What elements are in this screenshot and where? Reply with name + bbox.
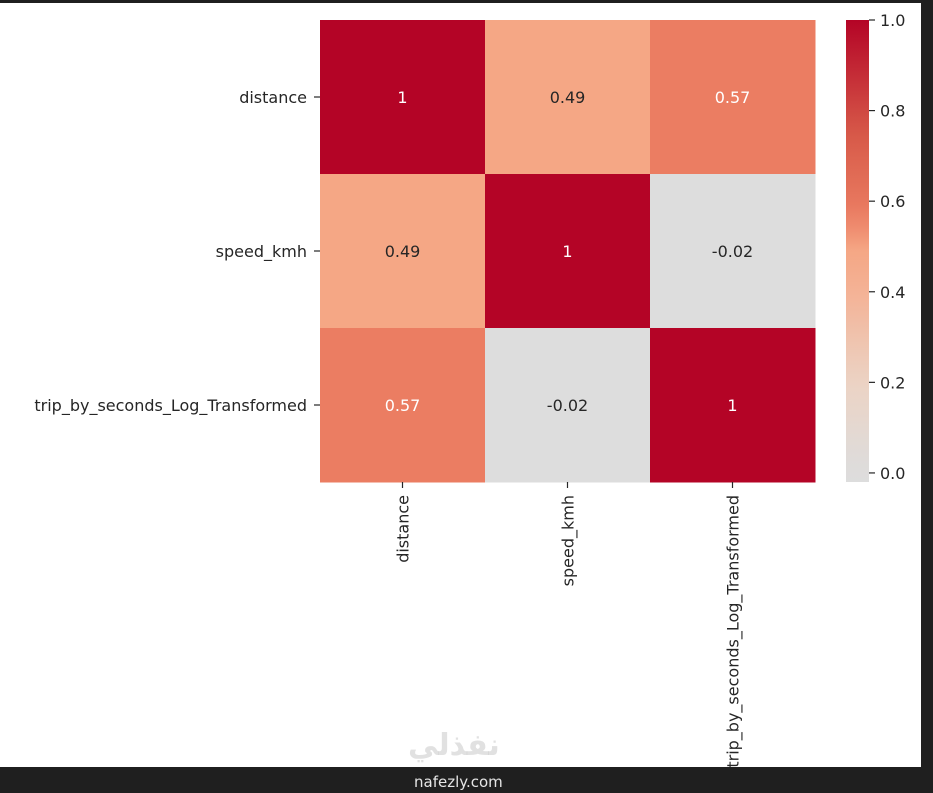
heatmap-cell-2-0 (320, 328, 486, 483)
y-tick-labels: distance speed_kmh trip_by_seconds_Log_Tra… (34, 88, 320, 416)
colorbar-gradient (846, 20, 869, 482)
watermark: نفذلي nafezly.com (400, 728, 530, 791)
y-tick-label-1: speed_kmh (216, 242, 307, 262)
heatmap-cell-1-0 (320, 174, 486, 329)
cell-annotations: 1 0.49 0.57 0.49 1 -0.02 0.57 -0.02 1 (385, 88, 754, 415)
heatmap-cell-0-0 (320, 20, 486, 175)
cell-annotation-1-0: 0.49 (385, 242, 421, 261)
x-tick-labels: distance speed_kmh trip_by_seconds_Log_Tra… (394, 482, 744, 767)
cell-annotation-2-2: 1 (727, 396, 737, 415)
colorbar-tick-label-1: 0.2 (880, 373, 905, 392)
cell-annotation-2-1: -0.02 (547, 396, 588, 415)
cell-annotation-1-1: 1 (562, 242, 572, 261)
watermark-latin: nafezly.com (414, 773, 503, 791)
heatmap-cell-0-2 (650, 20, 816, 175)
colorbar-tick-label-5: 1.0 (880, 11, 905, 30)
cell-annotation-2-0: 0.57 (385, 396, 421, 415)
heatmap-cell-2-2 (650, 328, 816, 483)
x-tick-label-1: speed_kmh (559, 495, 579, 586)
heatmap-cell-2-1 (485, 328, 651, 483)
cell-annotation-0-2: 0.57 (715, 88, 751, 107)
x-tick-label-0: distance (394, 495, 413, 563)
y-tick-label-0: distance (239, 88, 307, 107)
colorbar: 0.0 0.2 0.4 0.6 0.8 1.0 (846, 11, 905, 483)
colorbar-tick-label-0: 0.0 (880, 464, 905, 483)
y-tick-label-2: trip_by_seconds_Log_Transformed (34, 396, 307, 416)
cell-annotation-1-2: -0.02 (712, 242, 753, 261)
watermark-arabic: نفذلي (408, 728, 500, 763)
cell-annotation-0-1: 0.49 (550, 88, 586, 107)
colorbar-tick-label-3: 0.6 (880, 192, 905, 211)
heatmap-cell-1-1 (485, 174, 651, 329)
heatmap-chart: 1 0.49 0.57 0.49 1 -0.02 0.57 -0.02 1 distance sp… (34, 11, 905, 767)
plot-panel: 1 0.49 0.57 0.49 1 -0.02 0.57 -0.02 1 distance sp… (0, 3, 921, 767)
heatmap-cells (320, 20, 816, 483)
heatmap-cell-1-2 (650, 174, 816, 329)
colorbar-tick-label-4: 0.8 (880, 102, 905, 121)
cell-annotation-0-0: 1 (397, 88, 407, 107)
heatmap-cell-0-1 (485, 20, 651, 175)
colorbar-tick-label-2: 0.4 (880, 283, 905, 302)
x-tick-label-2: trip_by_seconds_Log_Transformed (724, 495, 744, 767)
